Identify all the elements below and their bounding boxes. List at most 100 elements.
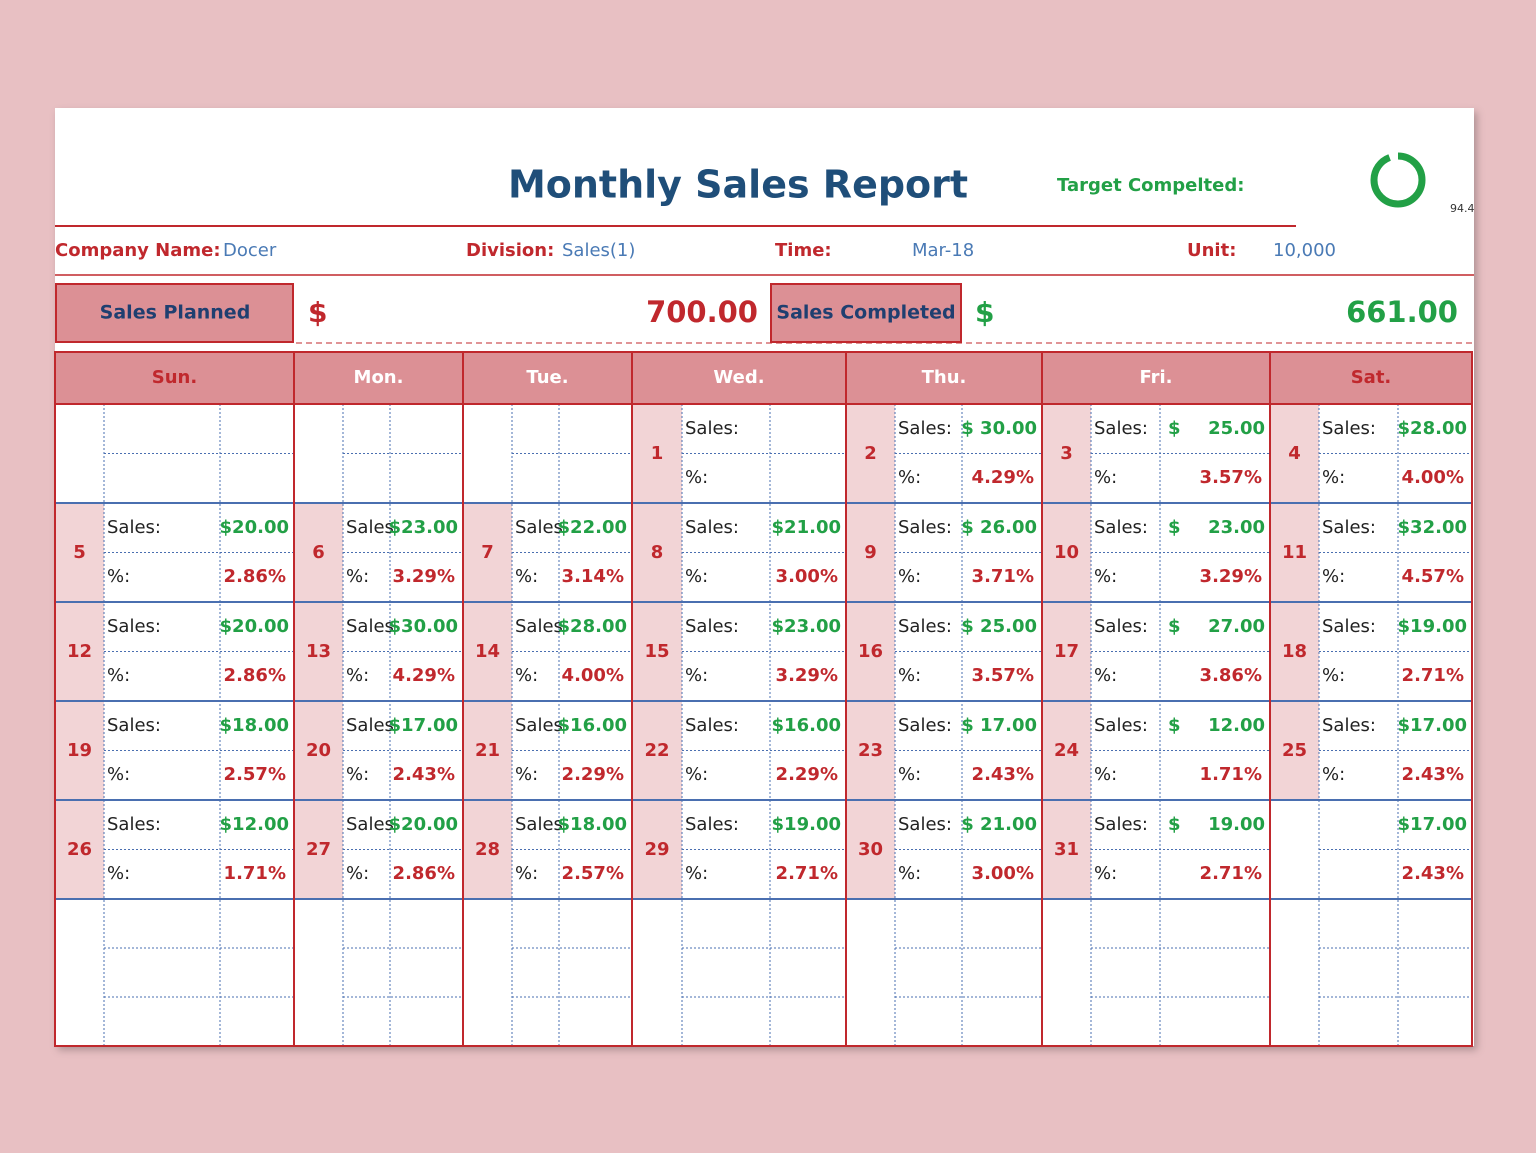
sales-label: Sales: bbox=[898, 715, 952, 736]
pct-value: 3.29% bbox=[776, 665, 838, 686]
sales-value: $20.00 bbox=[220, 616, 289, 637]
pct-label: %: bbox=[1094, 566, 1117, 587]
day-cell bbox=[632, 503, 682, 602]
sales-label: Sales bbox=[346, 517, 394, 538]
currency: $ bbox=[1168, 715, 1181, 736]
day-number: 7 bbox=[481, 542, 494, 563]
pct-label: %: bbox=[685, 665, 708, 686]
pct-value: 4.29% bbox=[393, 665, 455, 686]
pct-label: %: bbox=[515, 566, 538, 587]
pct-label: %: bbox=[515, 863, 538, 884]
pct-label: %: bbox=[1322, 467, 1345, 488]
pct-label: %: bbox=[515, 665, 538, 686]
day-cell bbox=[632, 602, 682, 701]
pct-label: %: bbox=[1322, 665, 1345, 686]
sales-value: $16.00 bbox=[558, 715, 627, 736]
currency: $ bbox=[1168, 517, 1181, 538]
day-cell bbox=[55, 701, 104, 800]
sales-value: $18.00 bbox=[220, 715, 289, 736]
pct-label: %: bbox=[1094, 665, 1117, 686]
day-number: 10 bbox=[1054, 542, 1079, 563]
sales-value: $ 21.00 bbox=[961, 814, 1037, 835]
sales-label: Sales: bbox=[1322, 616, 1376, 637]
day-number: 29 bbox=[644, 839, 669, 860]
sales-value: $20.00 bbox=[389, 814, 458, 835]
pct-value: 2.57% bbox=[224, 764, 286, 785]
sales-value: $ 30.00 bbox=[961, 418, 1037, 439]
pct-label: %: bbox=[898, 863, 921, 884]
day-cell bbox=[1042, 503, 1091, 602]
day-number: 25 bbox=[1282, 740, 1307, 761]
day-number: 27 bbox=[306, 839, 331, 860]
day-cell bbox=[294, 602, 343, 701]
sales-label: Sales: bbox=[898, 418, 952, 439]
pct-value: 2.43% bbox=[1402, 764, 1464, 785]
sales-value: $ 25.00 bbox=[961, 616, 1037, 637]
sales-value: $17.00 bbox=[1398, 715, 1467, 736]
sales-label: Sales: bbox=[898, 814, 952, 835]
day-number: 4 bbox=[1288, 443, 1301, 464]
pct-value: 3.14% bbox=[562, 566, 624, 587]
unit-label: Unit: bbox=[1187, 240, 1236, 261]
sales-value: $17.00 bbox=[1398, 814, 1467, 835]
sales-value: $23.00 bbox=[389, 517, 458, 538]
day-cell bbox=[846, 602, 895, 701]
sales-label: Sales bbox=[515, 715, 563, 736]
pct-value: 2.57% bbox=[562, 863, 624, 884]
planned-value: 700.00 bbox=[646, 295, 758, 329]
pct-value: 4.00% bbox=[1402, 467, 1464, 488]
pct-label: %: bbox=[1322, 566, 1345, 587]
sales-value: $21.00 bbox=[772, 517, 841, 538]
pct-value: 1.71% bbox=[1200, 764, 1262, 785]
sales-label: Sales bbox=[346, 616, 394, 637]
pct-value: 3.86% bbox=[1200, 665, 1262, 686]
sales-value: $19.00 bbox=[1398, 616, 1467, 637]
pct-value: 4.00% bbox=[562, 665, 624, 686]
target-label: Target Compelted: bbox=[1057, 175, 1244, 196]
sales-label: Sales bbox=[346, 814, 394, 835]
completed-label: Sales Completed bbox=[776, 302, 955, 324]
pct-value: 3.57% bbox=[972, 665, 1034, 686]
day-number: 12 bbox=[67, 641, 92, 662]
sales-label: Sales: bbox=[1094, 418, 1148, 439]
day-cell bbox=[463, 602, 512, 701]
completed-currency: $ bbox=[975, 296, 994, 329]
pct-label: %: bbox=[107, 863, 130, 884]
sheet bbox=[55, 108, 1474, 1046]
day-number: 28 bbox=[475, 839, 500, 860]
sales-label: Sales: bbox=[898, 517, 952, 538]
day-number: 30 bbox=[858, 839, 883, 860]
sales-label: Sales bbox=[515, 814, 563, 835]
weekday: Sat. bbox=[1351, 367, 1392, 388]
unit: 10,000 bbox=[1273, 240, 1336, 261]
pct-label: %: bbox=[346, 566, 369, 587]
target-value: 94.4 bbox=[1450, 202, 1475, 215]
day-number: 26 bbox=[67, 839, 92, 860]
sales-label: Sales bbox=[515, 517, 563, 538]
day-cell bbox=[55, 602, 104, 701]
sales-label: Sales: bbox=[685, 517, 739, 538]
pct-value: 2.86% bbox=[224, 665, 286, 686]
day-cell bbox=[294, 800, 343, 899]
currency: $ bbox=[1168, 814, 1181, 835]
company-label: Company Name: bbox=[55, 240, 221, 261]
pct-value: 2.71% bbox=[776, 863, 838, 884]
day-cell bbox=[1270, 503, 1319, 602]
sales-value: $28.00 bbox=[558, 616, 627, 637]
day-number: 17 bbox=[1054, 641, 1079, 662]
sales-value: $28.00 bbox=[1398, 418, 1467, 439]
weekday: Wed. bbox=[713, 367, 764, 388]
day-number: 2 bbox=[864, 443, 877, 464]
pct-value: 2.43% bbox=[1402, 863, 1464, 884]
day-cell bbox=[1042, 404, 1091, 503]
weekday: Fri. bbox=[1139, 367, 1172, 388]
sales-label: Sales: bbox=[107, 517, 161, 538]
weekday-header bbox=[55, 352, 1472, 404]
pct-label: %: bbox=[685, 764, 708, 785]
sales-label: Sales: bbox=[685, 715, 739, 736]
sales-label: Sales bbox=[515, 616, 563, 637]
sales-value: $ 26.00 bbox=[961, 517, 1037, 538]
day-number: 20 bbox=[306, 740, 331, 761]
